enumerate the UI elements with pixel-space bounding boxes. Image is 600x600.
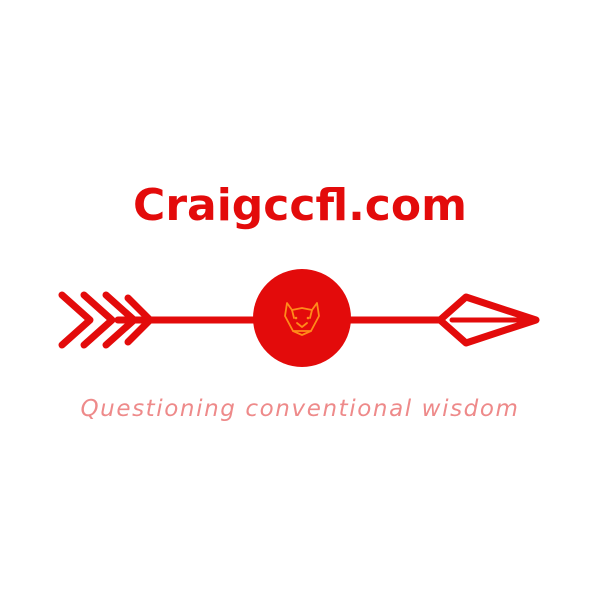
arrow-icon: [58, 269, 540, 367]
tagline: Questioning conventional wisdom: [80, 396, 520, 422]
arrowhead: [436, 293, 540, 347]
fox-head-icon: [284, 302, 320, 336]
emblem-circle: [253, 269, 351, 367]
arrow-fletching-2: [80, 291, 116, 349]
site-title: Craigccfl.com: [133, 180, 467, 231]
arrow-fletching-1: [58, 291, 94, 349]
